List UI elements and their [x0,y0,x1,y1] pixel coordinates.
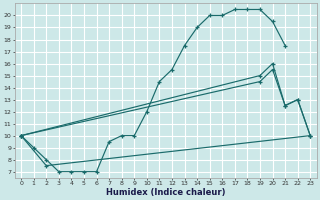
X-axis label: Humidex (Indice chaleur): Humidex (Indice chaleur) [106,188,225,197]
